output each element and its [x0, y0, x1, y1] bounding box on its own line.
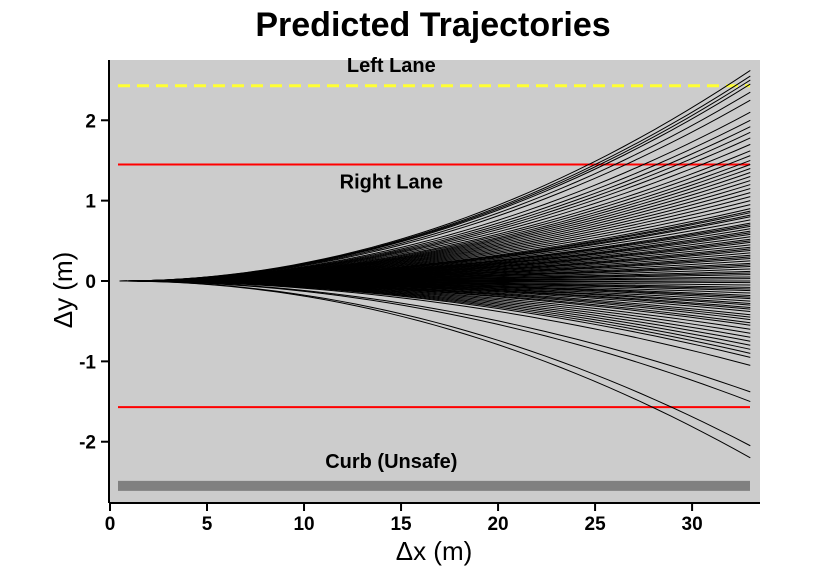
x-tick-label-15: 15 [390, 514, 412, 535]
x-tick-label-20: 20 [487, 514, 508, 535]
y-tick-label-0: 0 [85, 272, 96, 293]
y-axis-label: Δy (m) [48, 252, 78, 329]
chart-title: Predicted Trajectories [255, 6, 610, 44]
y-tick-label-2: 2 [85, 111, 96, 132]
annotation-left-lane: Left Lane [347, 55, 436, 77]
lane-annotations: Left Lane Right Lane Curb (Unsafe) [325, 55, 457, 473]
trajectory-90 [119, 280, 751, 366]
x-axis-ticks: 0 5 10 15 20 25 30 [105, 503, 703, 535]
x-tick-label-10: 10 [293, 514, 314, 535]
y-tick-label--2: -2 [79, 433, 96, 454]
x-tick-label-30: 30 [682, 514, 703, 535]
annotation-right-lane: Right Lane [340, 172, 443, 194]
x-axis-label: Δx (m) [396, 536, 473, 566]
y-tick-label-1: 1 [85, 192, 96, 213]
annotation-curb-unsafe: Curb (Unsafe) [325, 451, 457, 473]
x-tick-label-0: 0 [105, 514, 116, 535]
trajectory-series [119, 70, 751, 459]
y-tick-label--1: -1 [79, 352, 96, 373]
x-tick-label-25: 25 [585, 514, 607, 535]
trajectory-92 [119, 280, 751, 403]
x-tick-label-5: 5 [202, 514, 213, 535]
trajectory-94 [119, 280, 751, 459]
y-axis-ticks: -2 -1 0 1 2 [79, 111, 109, 454]
